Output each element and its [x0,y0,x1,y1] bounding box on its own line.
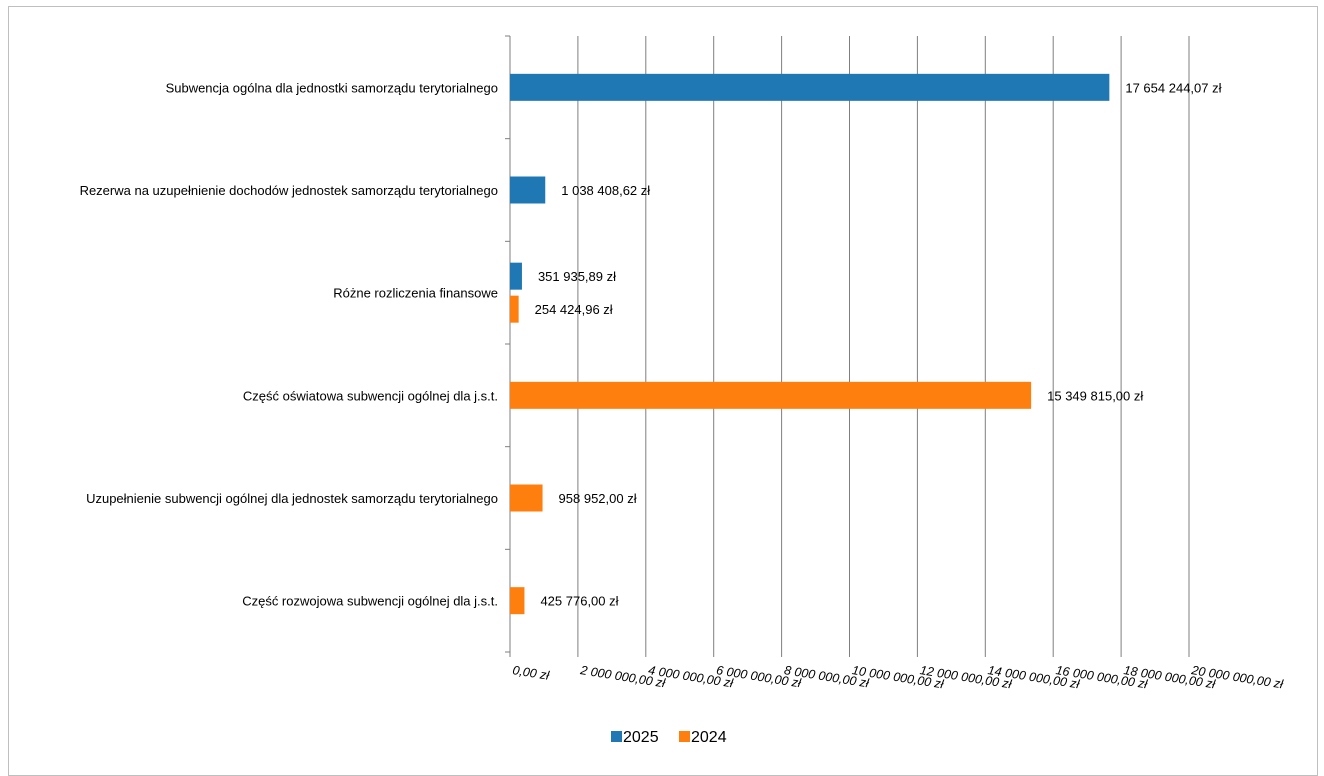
category-label: Subwencja ogólna dla jednostki samorządu… [166,80,498,95]
category-label: Rezerwa na uzupełnienie dochodów jednost… [80,183,498,198]
bar-2024 [510,484,543,512]
legend-label-2025: 2025 [623,729,659,746]
legend-label-2024: 2024 [691,729,727,746]
category-label: Część rozwojowa subwencji ogólnej dla j.… [242,594,498,609]
bar-2024 [510,295,519,323]
legend-swatch-2024 [679,731,690,742]
data-label-2024: 425 776,00 zł [540,594,618,609]
category-label: Część oświatowa subwencji ogólnej dla j.… [243,388,498,403]
bar-2025 [510,73,1110,101]
x-tick-label: 0,00 zł [512,663,552,683]
bar-2024 [510,587,525,615]
data-label-2025: 351 935,89 zł [538,269,616,284]
legend-swatch-2025 [611,731,622,742]
data-label-2025: 1 038 408,62 zł [561,183,650,198]
bar-2025 [510,262,522,290]
bar-2024 [510,381,1032,409]
axes [505,35,1190,657]
category-label: Uzupełnienie subwencji ogólnej dla jedno… [86,491,498,506]
data-label-2025: 17 654 244,07 zł [1125,80,1221,95]
data-label-2024: 958 952,00 zł [559,491,637,506]
data-label-2024: 15 349 815,00 zł [1047,388,1143,403]
data-label-2024: 254 424,96 zł [535,302,613,317]
bar-2025 [510,176,546,204]
bars [510,73,1110,615]
legend: 2025 2024 [611,729,727,746]
grid-lines [577,36,1190,652]
category-label: Różne rozliczenia finansowe [333,286,498,301]
